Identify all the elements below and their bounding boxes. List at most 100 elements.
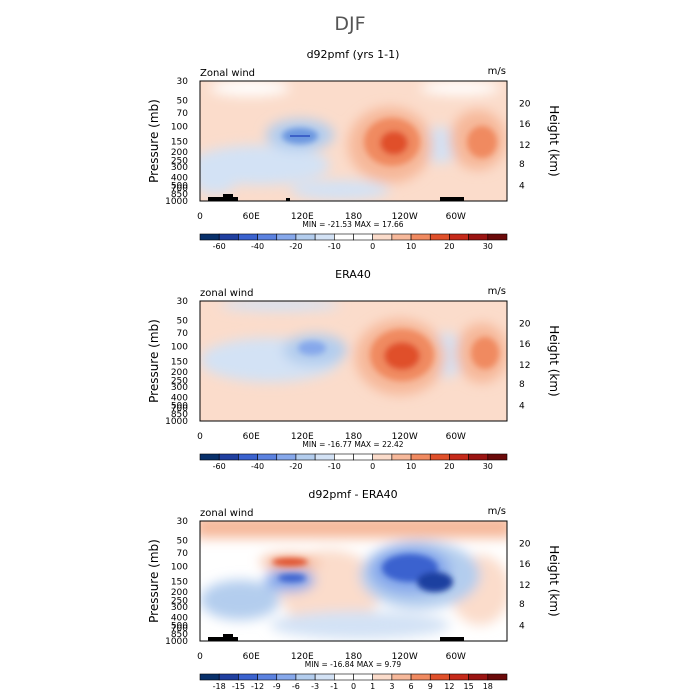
colorbar-box xyxy=(199,673,220,681)
heatmap-field xyxy=(200,521,507,641)
field-blob xyxy=(200,580,280,620)
colorbar-box xyxy=(199,453,220,461)
y-tick-label: 500 xyxy=(171,622,188,632)
colorbar-box xyxy=(487,673,508,681)
colorbar-box xyxy=(391,673,412,681)
panel-title: d92pmf - ERA40 xyxy=(308,488,397,501)
panel-3: d92pmf - ERA40 zonal wind m/s xyxy=(147,488,561,691)
colorbar-box xyxy=(353,233,373,241)
colorbar-box xyxy=(468,453,489,461)
colorbar-box xyxy=(372,453,393,461)
field-blob xyxy=(280,550,380,630)
y-tick-label: 300 xyxy=(171,603,188,613)
x-tick-label: 0 xyxy=(197,212,203,222)
x-tick-label: 180 xyxy=(345,432,362,442)
y-tick-label: 50 xyxy=(177,96,189,106)
y-tick-label: 30 xyxy=(177,517,189,527)
colorbar-box xyxy=(218,233,239,241)
topography xyxy=(286,198,290,201)
colorbar-tick: -18 xyxy=(213,682,226,691)
colorbar-box xyxy=(449,673,469,681)
y-tick-label: 700 xyxy=(171,404,188,414)
y-tick-label: 150 xyxy=(171,138,188,148)
y2-tick-label: 12 xyxy=(519,141,530,151)
colorbar-tick: 10 xyxy=(406,242,416,251)
field-blob xyxy=(417,572,453,592)
colorbar-box xyxy=(410,453,431,461)
colorbar-box xyxy=(353,453,373,461)
colorbar-tick: 6 xyxy=(409,682,414,691)
field-blob xyxy=(384,342,420,370)
y2-tick-label: 4 xyxy=(519,402,525,412)
y-tick-label: 150 xyxy=(171,358,188,368)
y-axis-title: Pressure (mb) xyxy=(147,539,161,623)
colorbar-tick: -3 xyxy=(311,682,319,691)
colorbar-box xyxy=(449,453,469,461)
colorbar-box xyxy=(295,233,316,241)
units-label: m/s xyxy=(488,66,506,77)
y2-tick-label: 20 xyxy=(519,320,531,330)
y-tick-label: 400 xyxy=(171,614,188,624)
x-axis: 0 60E 120E 180 120W 60W xyxy=(197,212,466,222)
colorbar-box xyxy=(218,673,239,681)
x-tick-label: 120W xyxy=(392,212,418,222)
colorbar-tick: -60 xyxy=(213,462,226,471)
colorbar-box xyxy=(334,673,354,681)
colorbar-box xyxy=(410,673,431,681)
y2-tick-label: 12 xyxy=(519,581,530,591)
y-tick-label: 100 xyxy=(171,342,188,352)
y-axis-title: Pressure (mb) xyxy=(147,99,161,183)
colorbar-tick: 20 xyxy=(444,242,454,251)
y-tick-label: 250 xyxy=(171,596,188,606)
y-tick-label: 100 xyxy=(171,562,188,572)
colorbar-tick: -60 xyxy=(213,242,226,251)
x-tick-label: 120E xyxy=(291,432,314,442)
y2-tick-label: 4 xyxy=(519,622,525,632)
colorbar-box xyxy=(468,233,489,241)
colorbar-tick: 0 xyxy=(370,242,375,251)
colorbar: -60 -40 -20 -10 0 10 20 30 xyxy=(199,233,508,251)
colorbar-box xyxy=(314,453,335,461)
colorbar-box xyxy=(449,233,469,241)
y2-tick-label: 16 xyxy=(519,560,531,570)
variable-label: zonal wind xyxy=(200,508,253,519)
y-tick-label: 850 xyxy=(171,190,188,200)
y-tick-label: 250 xyxy=(171,376,188,386)
y-tick-label: 200 xyxy=(171,368,188,378)
colorbar-tick: -20 xyxy=(289,242,302,251)
x-tick-label: 60W xyxy=(446,652,466,662)
colorbar-tick: -9 xyxy=(273,682,281,691)
field-blob xyxy=(210,81,290,96)
x-tick-label: 120E xyxy=(291,212,314,222)
x-tick-label: 120W xyxy=(392,652,418,662)
colorbar-box xyxy=(295,453,316,461)
colorbar-box xyxy=(487,453,508,461)
y-tick-label: 300 xyxy=(171,163,188,173)
y2-axis: 4 8 12 16 20 xyxy=(519,320,531,412)
y-tick-label: 700 xyxy=(171,184,188,194)
y-tick-label: 1000 xyxy=(165,417,188,427)
colorbar-box xyxy=(238,453,258,461)
colorbar-tick: 3 xyxy=(389,682,394,691)
x-tick-label: 0 xyxy=(197,432,203,442)
topography xyxy=(223,194,233,198)
y2-axis-title: Height (km) xyxy=(547,325,561,396)
colorbar-box xyxy=(257,453,278,461)
colorbar-tick: 9 xyxy=(428,682,433,691)
colorbar-box xyxy=(429,233,450,241)
colorbar-box xyxy=(314,673,335,681)
y-tick-label: 150 xyxy=(171,578,188,588)
colorbar-tick: -10 xyxy=(328,242,341,251)
colorbar: -18 -15 -12 -9 -6 -3 -1 0 1 3 6 9 12 15 … xyxy=(199,673,508,691)
y-tick-label: 400 xyxy=(171,394,188,404)
colorbar-box xyxy=(334,453,354,461)
panel-1: d92pmf (yrs 1-1) Zonal wind m/s xyxy=(147,48,561,251)
field-blob xyxy=(272,558,308,566)
min-max-stats: MIN = -16.77 MAX = 22.42 xyxy=(302,440,403,449)
colorbar-tick: -6 xyxy=(292,682,300,691)
x-tick-label: 120E xyxy=(291,652,314,662)
field-blob xyxy=(467,126,497,158)
y-tick-label: 700 xyxy=(171,624,188,634)
colorbar-tick: 30 xyxy=(483,462,493,471)
y-tick-label: 70 xyxy=(177,109,189,119)
